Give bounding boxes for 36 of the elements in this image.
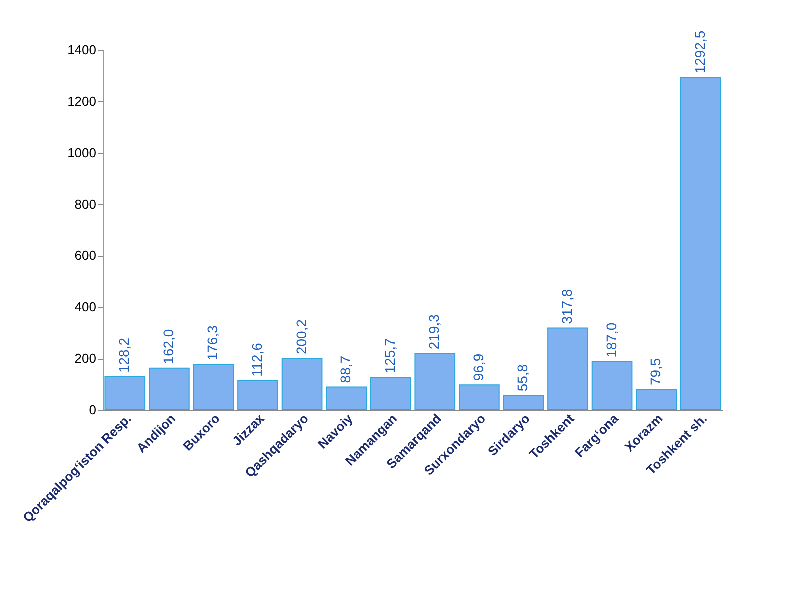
data-label: 128,2 (116, 338, 132, 374)
data-label: 317,8 (559, 289, 575, 324)
data-label: 176,3 (204, 325, 221, 361)
bar (548, 328, 588, 410)
y-tick-label: 1400 (68, 42, 96, 58)
data-label: 79,5 (648, 358, 664, 386)
data-label: 162,0 (160, 329, 176, 364)
data-label: 88,7 (338, 356, 354, 384)
bar (370, 377, 412, 410)
data-label: 112,6 (249, 342, 265, 378)
bar (104, 376, 146, 410)
bar (282, 358, 323, 410)
bar (414, 353, 456, 410)
data-label: 219,3 (426, 314, 442, 350)
y-tick-label: 0 (89, 402, 96, 418)
data-label: 187,0 (603, 322, 620, 358)
bar (680, 77, 722, 410)
y-tick-label: 200 (74, 351, 96, 366)
bar (193, 364, 234, 410)
data-label: 96,9 (470, 354, 486, 382)
data-label: 1292,5 (692, 30, 708, 74)
bar (149, 368, 190, 410)
bar (459, 384, 500, 410)
y-tick-label: 600 (74, 248, 96, 264)
data-label: 200,2 (293, 319, 310, 355)
bar (503, 395, 544, 410)
y-tick-label: 800 (74, 196, 96, 212)
data-label: 55,8 (514, 364, 531, 392)
bar (592, 361, 633, 410)
bar (636, 389, 677, 410)
data-label: 125,7 (382, 338, 398, 374)
bar (326, 386, 367, 410)
y-tick-label: 1000 (68, 145, 96, 160)
y-tick-label: 1200 (68, 94, 96, 109)
y-tick-label: 400 (74, 300, 96, 315)
bar (238, 380, 278, 410)
